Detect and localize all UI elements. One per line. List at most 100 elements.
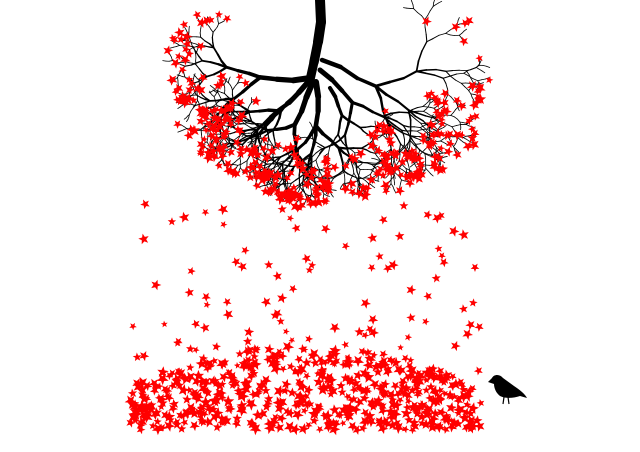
tree-branch (478, 68, 483, 72)
maple-leaf (408, 403, 418, 413)
maple-leaf (294, 354, 304, 364)
tree-branch (412, 4, 414, 9)
maple-leaf (405, 364, 418, 377)
tree-branch (382, 117, 386, 122)
maple-leaf (330, 162, 340, 173)
tree-branch (308, 137, 313, 140)
tree-branch (307, 163, 311, 168)
maple-leaf (193, 408, 204, 417)
maple-leaf (359, 416, 371, 428)
tree-branch (470, 78, 474, 84)
tree-branch (273, 163, 277, 169)
maple-leaf (167, 369, 177, 378)
tree-branch (240, 162, 245, 165)
tree-branch (338, 65, 360, 81)
tree-branch (356, 165, 361, 170)
tree-branch (390, 111, 401, 115)
tree-branch (385, 93, 400, 103)
tree-branch (327, 150, 330, 154)
maple-leaf (282, 340, 295, 353)
tree-branch (394, 127, 403, 134)
tree-branch (415, 119, 422, 124)
tree-branch (228, 76, 231, 80)
maple-leaf (367, 232, 378, 243)
maple-leaf (433, 96, 442, 105)
tree-branch (463, 70, 469, 74)
maple-leaf (182, 39, 192, 49)
maple-leaf (222, 297, 232, 307)
maple-leaf (404, 361, 415, 371)
tree-branch (172, 46, 177, 48)
maple-leaf (474, 420, 485, 432)
maple-leaf (298, 423, 310, 435)
maple-leaf (177, 90, 188, 101)
tree-branch (339, 186, 342, 190)
maple-leaf (173, 337, 183, 347)
maple-leaf (132, 378, 143, 389)
maple-leaf (233, 125, 243, 133)
maple-leaf (241, 78, 250, 88)
tree-branch (217, 63, 228, 69)
maple-leaf (277, 292, 288, 304)
tree-branch (309, 195, 314, 197)
tree-branch (405, 168, 407, 172)
tree-branch (315, 121, 318, 125)
maple-leaf (151, 383, 161, 392)
maple-leaf (347, 395, 356, 405)
maple-leaf (266, 145, 278, 156)
tree-branch (389, 113, 394, 117)
tree-branch (379, 96, 385, 113)
tree-branch (195, 76, 198, 79)
maple-leaf (417, 169, 427, 179)
maple-leaf (228, 374, 240, 387)
tree-branch (481, 78, 486, 81)
maple-leaf (437, 119, 446, 129)
maple-leaf (208, 107, 217, 116)
maple-leaf (346, 178, 357, 189)
maple-leaf (150, 409, 161, 421)
maple-leaf (315, 425, 324, 434)
tree-branch (179, 75, 183, 77)
tree-branch (421, 41, 428, 52)
maple-leaf (423, 210, 433, 220)
maple-leaf (343, 412, 354, 422)
maple-leaf (458, 384, 468, 394)
maple-leaf (293, 395, 307, 408)
tree-branch (429, 150, 433, 156)
tree-branch (344, 133, 347, 144)
tree-branch (309, 160, 312, 165)
maple-leaf (330, 359, 339, 367)
tree-branch (338, 120, 342, 130)
maple-leaf (203, 364, 212, 374)
maple-leaf (277, 350, 288, 362)
tree-branch (315, 141, 322, 146)
maple-leaf (401, 354, 410, 363)
maple-leaf (287, 214, 295, 222)
tree-branch (445, 123, 453, 128)
tree-branch (184, 64, 192, 67)
maple-leaf (437, 407, 448, 418)
tree-branch (321, 170, 325, 172)
maple-leaf (236, 144, 246, 154)
maple-leaf (412, 172, 424, 184)
maple-leaf (283, 174, 291, 183)
maple-leaf (340, 372, 351, 383)
tree-branch (421, 149, 425, 154)
maple-leaf (213, 121, 225, 133)
maple-leaf (463, 390, 474, 402)
maple-leaf (170, 58, 182, 69)
tree-branch (416, 129, 421, 132)
maple-leaf (203, 359, 216, 370)
tree-branch (312, 159, 317, 163)
maple-leaf (144, 401, 154, 411)
maple-leaf (473, 88, 482, 96)
tree-branch (400, 145, 407, 152)
maple-leaf (202, 152, 214, 164)
maple-leaf (463, 16, 474, 27)
maple-leaf (203, 119, 214, 129)
tree-branch (359, 160, 364, 163)
maple-leaf (442, 414, 454, 426)
tree-branch (298, 187, 301, 192)
tree-branch (394, 175, 396, 179)
tree-branch (273, 109, 283, 118)
